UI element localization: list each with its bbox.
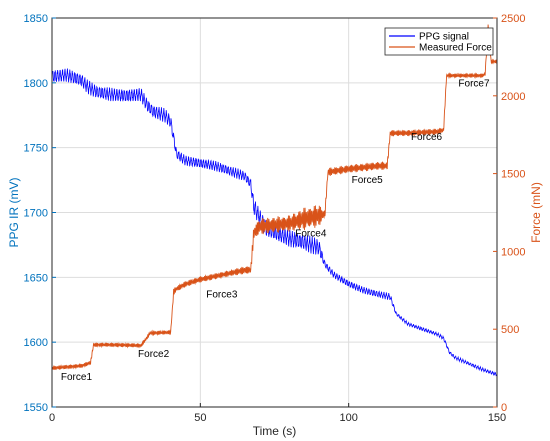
- x-tick-label: 50: [194, 412, 206, 424]
- x-tick-label: 150: [488, 412, 506, 424]
- series-line-ppg-signal: [51, 68, 498, 377]
- x-tick-label: 100: [339, 412, 357, 424]
- right-y-tick-label: 2000: [501, 91, 525, 103]
- annotations: Force1 Force2 Force3 Force4 Force5 Force6 Forc…: [61, 78, 490, 382]
- series-line-measured-force: [51, 24, 498, 371]
- legend-entry: PPG signal: [419, 32, 469, 43]
- left-y-axis-label: PPG IR (mV): [7, 177, 21, 247]
- left-y-tick-label: 1650: [24, 272, 48, 284]
- force-annotation: Force7: [458, 78, 490, 89]
- right-y-tick-label: 0: [501, 402, 507, 414]
- x-axis-label: Time (s): [253, 424, 297, 438]
- x-tick-label: 0: [49, 412, 55, 424]
- force-annotation: Force1: [61, 372, 93, 383]
- left-y-tick-label: 1850: [24, 13, 48, 25]
- left-y-tick-label: 1700: [24, 208, 48, 220]
- force-annotation: Force2: [138, 349, 170, 360]
- right-y-tick-label: 500: [501, 324, 519, 336]
- left-y-tick-label: 1800: [24, 78, 48, 90]
- force-annotation: Force4: [295, 229, 327, 240]
- axes: 0 50 100 150 1550 1600 1650 1700 1750 1800 1850 0 50…: [24, 13, 526, 424]
- right-y-axis-label: Force (mN): [529, 182, 543, 243]
- force-annotation: Force3: [206, 289, 238, 300]
- force-annotation: Force5: [352, 175, 384, 186]
- left-y-tick-label: 1600: [24, 337, 48, 349]
- right-y-tick-label: 1000: [501, 246, 525, 258]
- left-y-tick-label: 1750: [24, 143, 48, 155]
- legend-box: [384, 27, 494, 56]
- left-y-tick-label: 1550: [24, 402, 48, 414]
- right-y-tick-label: 1500: [501, 169, 525, 181]
- series-layer: [51, 24, 498, 377]
- force-annotation: Force6: [411, 132, 443, 143]
- legend-entry: Measured Force: [419, 43, 492, 54]
- right-y-tick-label: 2500: [501, 13, 525, 25]
